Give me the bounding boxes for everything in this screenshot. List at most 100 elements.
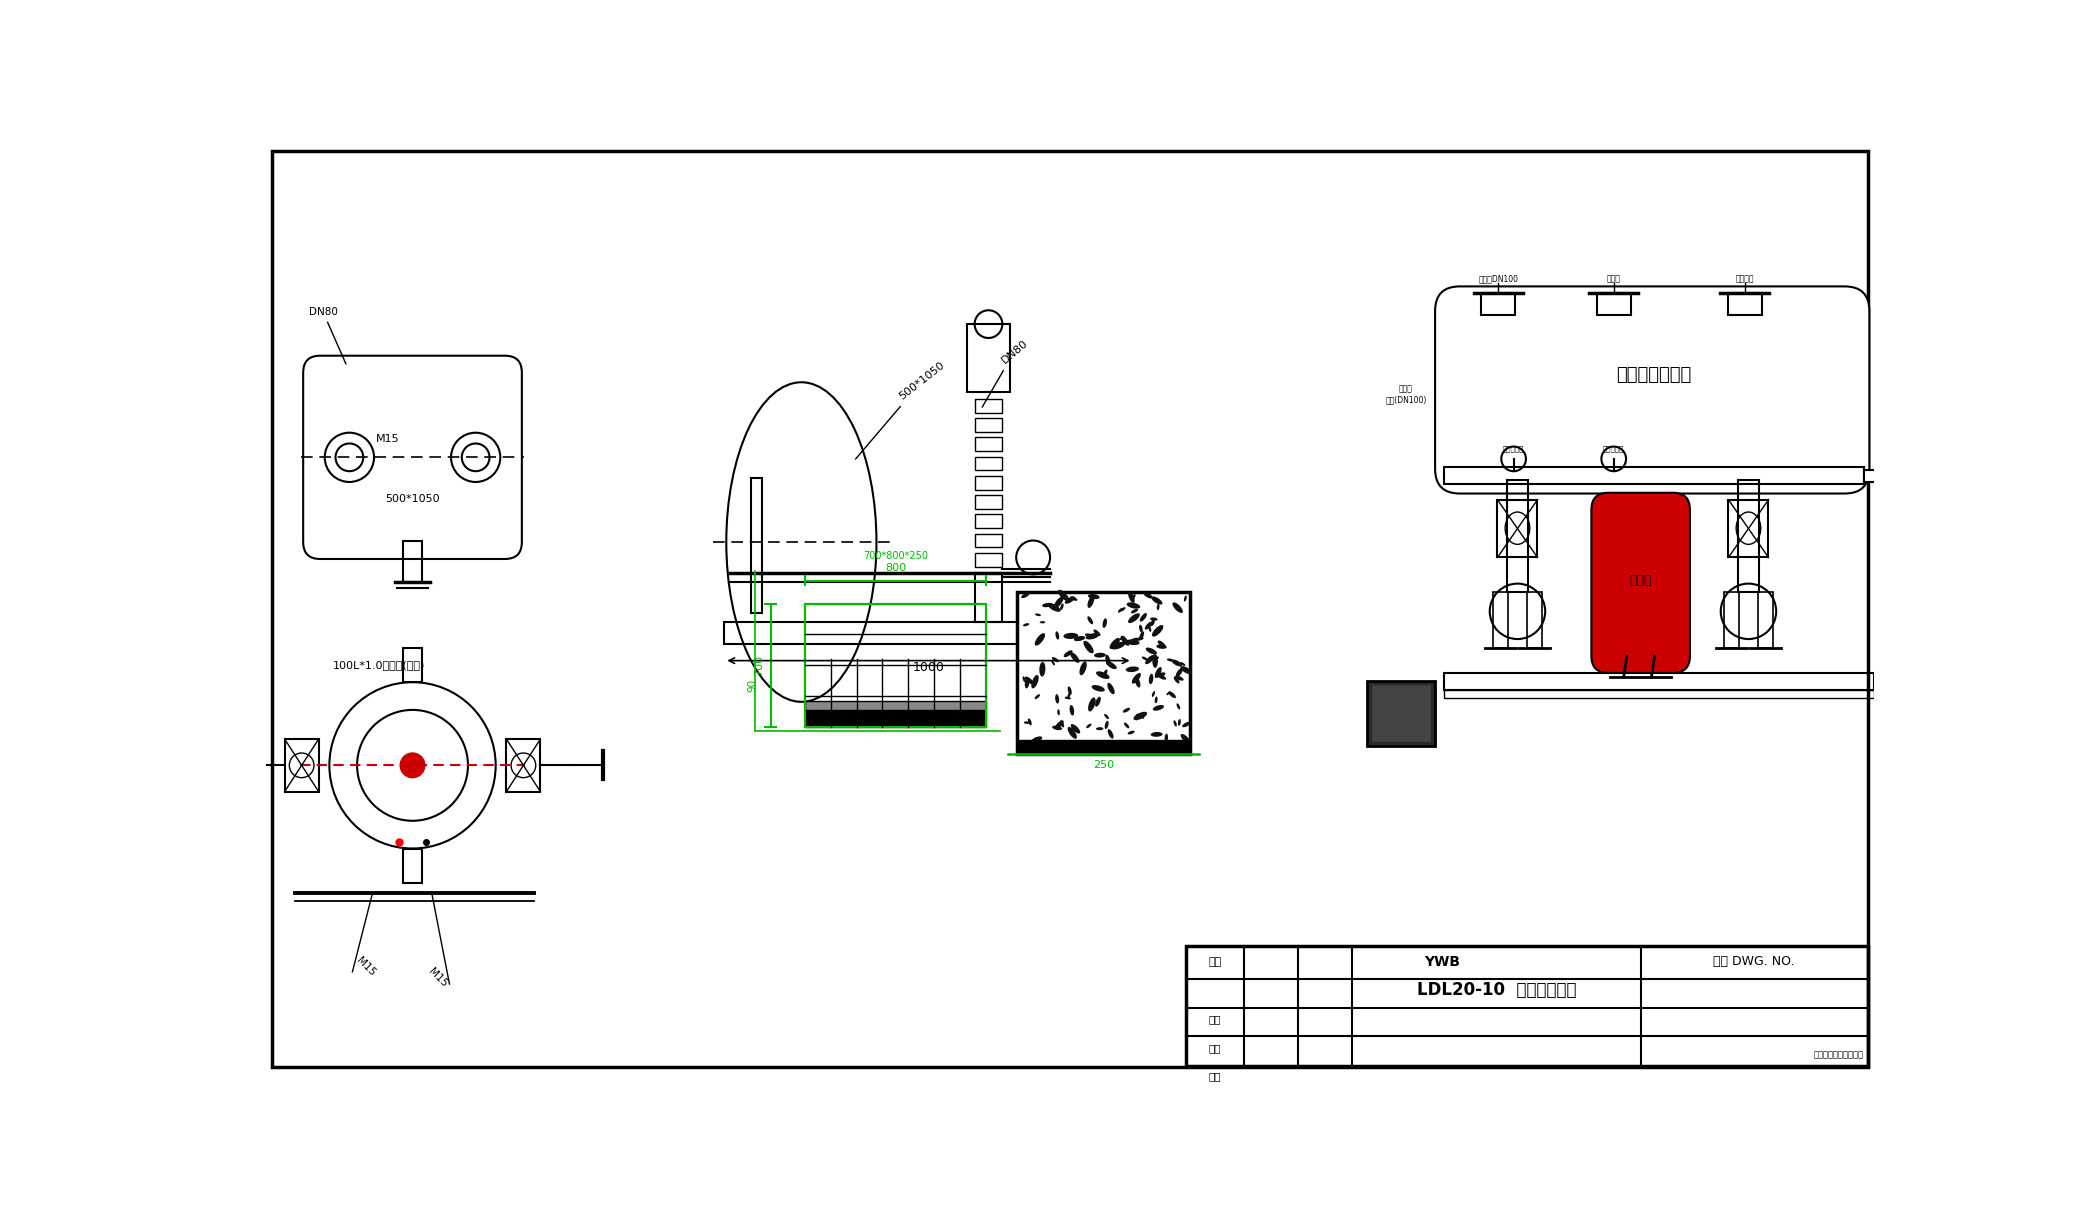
Text: 不锈锂气压罐公司示例: 不锈锂气压罐公司示例: [1814, 1050, 1865, 1060]
Ellipse shape: [1096, 672, 1109, 679]
Ellipse shape: [1176, 675, 1184, 680]
Ellipse shape: [1148, 626, 1150, 632]
Bar: [967, 324, 1011, 392]
Ellipse shape: [1036, 633, 1046, 645]
Bar: [1445, 673, 1875, 690]
Ellipse shape: [1128, 602, 1140, 609]
Ellipse shape: [1123, 722, 1130, 728]
Ellipse shape: [1107, 661, 1117, 669]
Ellipse shape: [1182, 721, 1190, 727]
Ellipse shape: [1109, 638, 1119, 649]
Ellipse shape: [1096, 727, 1102, 730]
Ellipse shape: [1132, 595, 1136, 599]
Text: 检修阀
水口(DN100): 检修阀 水口(DN100): [1384, 385, 1426, 404]
Ellipse shape: [1069, 706, 1073, 715]
Ellipse shape: [1144, 621, 1153, 630]
Ellipse shape: [1029, 737, 1042, 744]
Ellipse shape: [1157, 674, 1165, 680]
Ellipse shape: [1173, 720, 1178, 726]
Ellipse shape: [1107, 683, 1115, 695]
Bar: [1372, 685, 1430, 742]
Bar: [284, 739, 319, 791]
Text: 进罐压力表: 进罐压力表: [1503, 445, 1524, 452]
Bar: [975, 418, 1002, 432]
Ellipse shape: [1052, 657, 1059, 662]
Bar: [1186, 947, 1869, 1066]
Ellipse shape: [1086, 633, 1092, 637]
Ellipse shape: [1105, 714, 1109, 719]
Ellipse shape: [1025, 678, 1029, 689]
Ellipse shape: [1094, 697, 1100, 707]
Ellipse shape: [1067, 686, 1071, 695]
Ellipse shape: [1125, 639, 1140, 645]
Ellipse shape: [1146, 648, 1157, 655]
Text: 上压表: 上压表: [1608, 275, 1620, 283]
Ellipse shape: [1086, 724, 1092, 728]
Ellipse shape: [1132, 609, 1138, 614]
Text: 500*1050: 500*1050: [384, 494, 441, 504]
Ellipse shape: [1150, 656, 1159, 660]
Bar: [403, 540, 422, 582]
Ellipse shape: [1136, 637, 1144, 640]
Ellipse shape: [1057, 709, 1061, 715]
Ellipse shape: [1036, 695, 1040, 699]
Ellipse shape: [1054, 631, 1059, 639]
Ellipse shape: [1119, 636, 1125, 640]
Ellipse shape: [1142, 713, 1144, 719]
Ellipse shape: [1148, 674, 1153, 684]
Ellipse shape: [1140, 613, 1146, 621]
Bar: [1865, 469, 1881, 482]
Ellipse shape: [1102, 669, 1107, 677]
Ellipse shape: [1150, 619, 1155, 626]
Ellipse shape: [1117, 608, 1123, 613]
Ellipse shape: [1150, 732, 1163, 737]
Text: 250: 250: [1092, 760, 1115, 769]
Ellipse shape: [1023, 677, 1025, 683]
Ellipse shape: [1102, 619, 1107, 628]
Bar: [1480, 293, 1516, 315]
Bar: [507, 739, 541, 791]
Ellipse shape: [1023, 721, 1029, 724]
Ellipse shape: [1088, 596, 1094, 608]
Ellipse shape: [1130, 638, 1138, 643]
Ellipse shape: [1119, 607, 1125, 611]
Bar: [1758, 592, 1773, 649]
Ellipse shape: [1155, 667, 1161, 678]
Text: 气压罐: 气压罐: [1629, 574, 1652, 587]
Ellipse shape: [1173, 677, 1180, 684]
Bar: [403, 849, 422, 883]
Ellipse shape: [1180, 734, 1190, 744]
Bar: [752, 478, 762, 613]
FancyBboxPatch shape: [303, 356, 522, 558]
Ellipse shape: [1063, 650, 1073, 657]
FancyBboxPatch shape: [1434, 286, 1869, 493]
Text: 图号 DWG. NO.: 图号 DWG. NO.: [1712, 955, 1794, 968]
Text: 500*1050: 500*1050: [856, 361, 946, 459]
Ellipse shape: [1111, 642, 1125, 650]
Ellipse shape: [1153, 654, 1159, 668]
Ellipse shape: [1169, 691, 1176, 698]
Ellipse shape: [1128, 591, 1134, 603]
Ellipse shape: [1184, 596, 1186, 602]
Bar: [1526, 592, 1543, 649]
Ellipse shape: [1121, 636, 1130, 646]
Bar: [975, 457, 1002, 470]
Ellipse shape: [1054, 597, 1063, 608]
Ellipse shape: [1180, 666, 1192, 674]
Ellipse shape: [1125, 667, 1140, 672]
Ellipse shape: [1084, 640, 1094, 654]
Bar: [1737, 480, 1760, 592]
Ellipse shape: [1040, 621, 1046, 624]
Text: 批准: 批准: [1209, 1071, 1221, 1082]
Ellipse shape: [1042, 603, 1052, 608]
Ellipse shape: [1178, 719, 1182, 726]
Text: 800: 800: [885, 563, 906, 573]
Ellipse shape: [1157, 673, 1165, 678]
Bar: [1017, 592, 1190, 754]
Bar: [1017, 740, 1190, 754]
Bar: [975, 533, 1002, 548]
Text: 100L*1.0气压罐(一开): 100L*1.0气压罐(一开): [334, 661, 426, 671]
Ellipse shape: [1136, 714, 1138, 720]
Ellipse shape: [1157, 604, 1159, 610]
Text: 标记: 标记: [1209, 956, 1221, 967]
